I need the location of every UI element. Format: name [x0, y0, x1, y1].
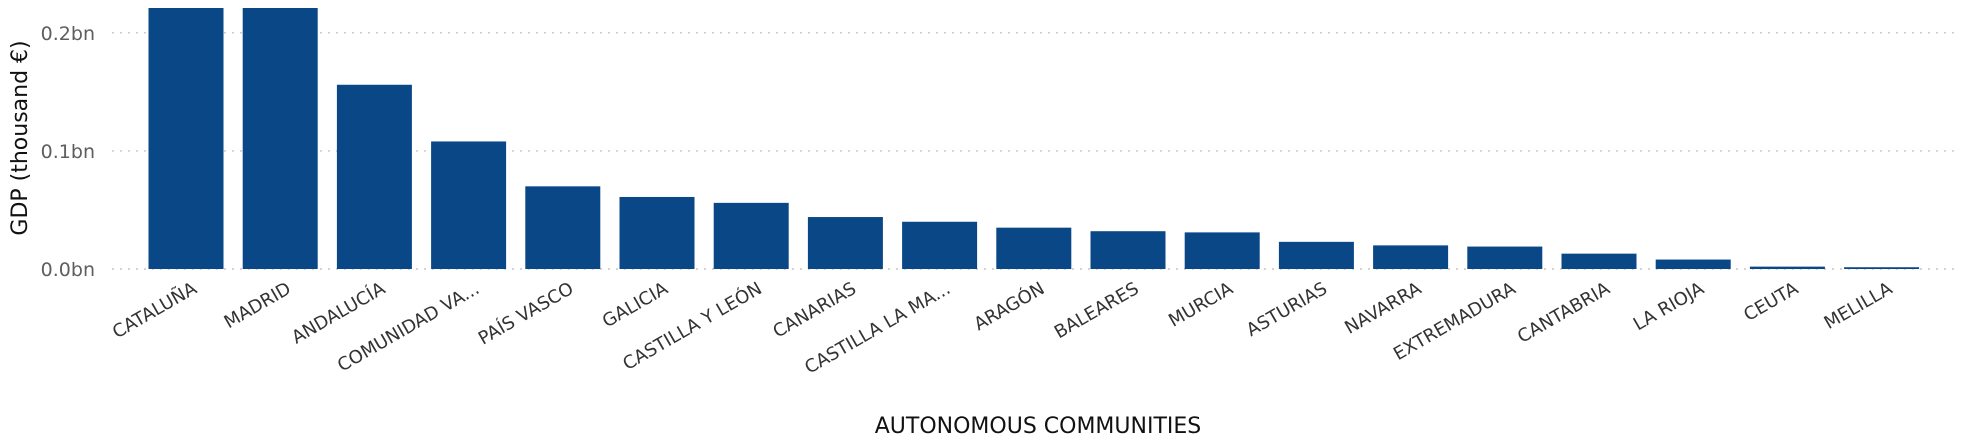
bar[interactable]: [1373, 245, 1449, 269]
x-tick-label: CEUTA: [1740, 278, 1802, 326]
x-tick-label: ASTURIAS: [1243, 278, 1331, 341]
x-tick-label: CANARIAS: [770, 278, 860, 342]
x-tick-label: NAVARRA: [1341, 278, 1425, 339]
bar[interactable]: [148, 8, 224, 269]
bars: [148, 8, 1920, 269]
bar[interactable]: [902, 221, 978, 269]
bar[interactable]: [1844, 267, 1920, 269]
y-tick-label: 0.0bn: [41, 259, 95, 281]
x-tick-label: GALICIA: [599, 278, 672, 332]
x-tick-label: MADRID: [221, 278, 295, 333]
x-tick-label: LA RIOJA: [1630, 278, 1708, 335]
x-axis-title: AUTONOMOUS COMMUNITIES: [875, 414, 1202, 439]
bar[interactable]: [1090, 231, 1166, 269]
y-axis-title: GDP (thousand €): [8, 40, 33, 235]
bar[interactable]: [525, 186, 601, 269]
bar[interactable]: [1467, 246, 1543, 269]
x-tick-label: CANTABRIA: [1514, 278, 1614, 348]
x-tick-label: BALEARES: [1051, 278, 1143, 343]
bar[interactable]: [996, 227, 1072, 269]
bar[interactable]: [807, 217, 883, 269]
x-tick-label: CATALUÑA: [109, 277, 202, 343]
bar[interactable]: [242, 8, 318, 269]
bar[interactable]: [1561, 253, 1637, 269]
bar[interactable]: [619, 196, 695, 269]
bar[interactable]: [336, 84, 412, 269]
y-axis-ticks: 0.0bn 0.1bn 0.2bn: [41, 23, 95, 281]
x-tick-label: MURCIA: [1165, 278, 1237, 332]
bar[interactable]: [1655, 259, 1731, 269]
bar[interactable]: [431, 141, 507, 269]
y-tick-label: 0.2bn: [41, 23, 95, 45]
bar[interactable]: [1749, 266, 1825, 269]
x-tick-label: MELILLA: [1821, 278, 1897, 334]
y-tick-label: 0.1bn: [41, 141, 95, 163]
bar[interactable]: [713, 202, 789, 269]
x-tick-label: ARAGÓN: [970, 277, 1048, 335]
bar[interactable]: [1278, 241, 1354, 269]
bar[interactable]: [1184, 232, 1260, 269]
x-tick-label: PAÍS VASCO: [474, 277, 577, 349]
